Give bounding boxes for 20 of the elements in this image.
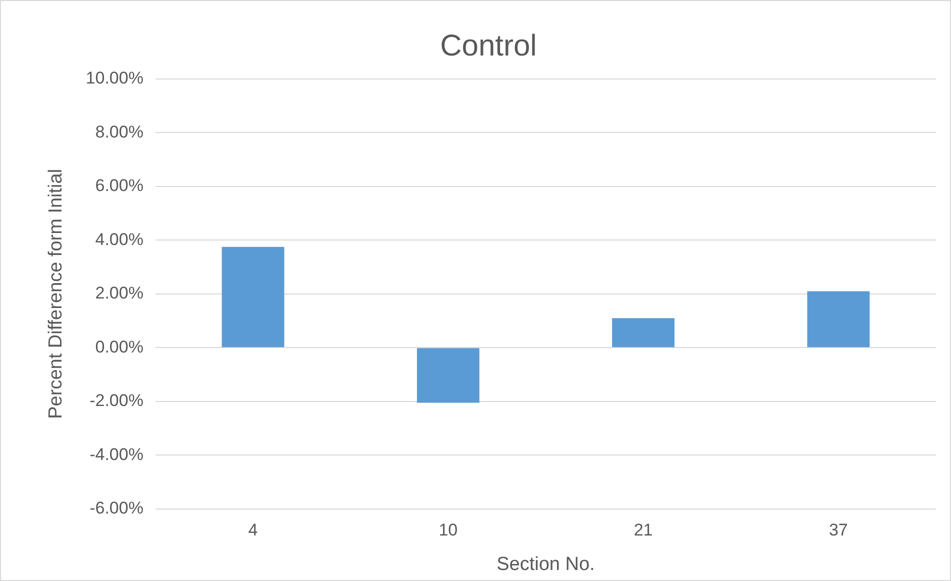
x-tick-label: 37 — [828, 520, 848, 540]
y-tick-label: 2.00% — [95, 284, 144, 303]
y-tick-label: 8.00% — [95, 122, 144, 142]
y-tick-label: -6.00% — [90, 498, 144, 518]
y-tick-label: -4.00% — [90, 444, 144, 464]
bar — [807, 291, 870, 348]
bar — [416, 348, 480, 403]
y-tick-label: 0.00% — [95, 337, 144, 356]
x-tick-label: 4 — [248, 520, 258, 540]
y-axis-title: Percent Difference form Initial — [46, 168, 67, 419]
y-tick-label: 10.00% — [86, 68, 144, 88]
x-axis-title: Section No. — [496, 554, 595, 575]
bar — [222, 246, 284, 348]
y-tick-label: 4.00% — [95, 230, 144, 249]
chart-title: Control — [440, 29, 537, 62]
bar — [612, 318, 675, 348]
x-tick-label: 10 — [438, 520, 458, 540]
x-tick-label: 21 — [634, 520, 653, 540]
y-tick-label: -2.00% — [90, 391, 144, 410]
y-tick-label: 6.00% — [95, 176, 144, 196]
